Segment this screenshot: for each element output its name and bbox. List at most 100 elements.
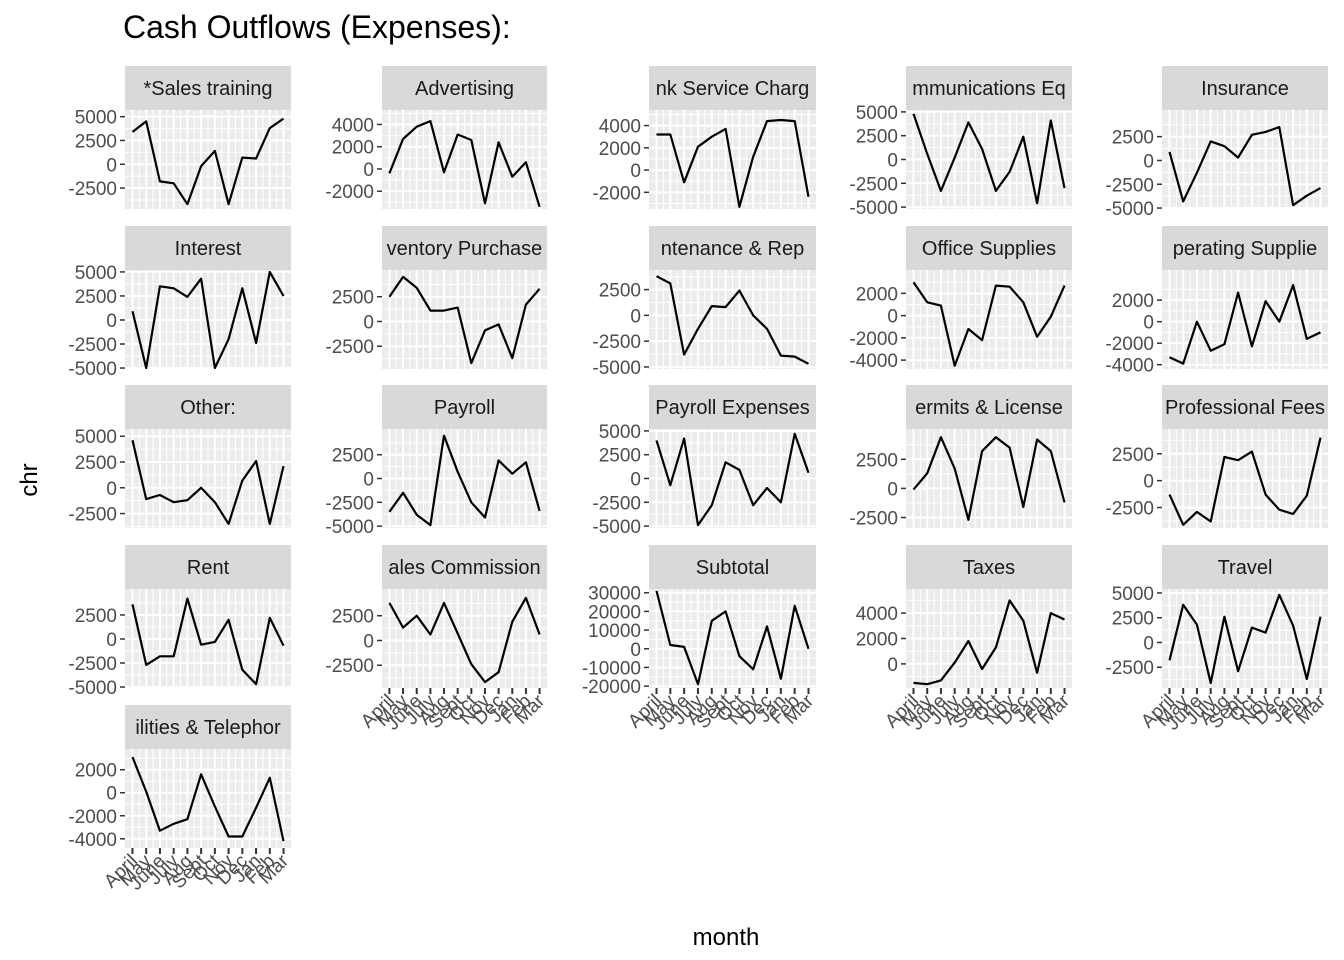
y-tick-label: 0 <box>887 479 898 500</box>
facet-strip-label: ermits & License <box>915 397 1063 419</box>
y-tick-label: 0 <box>1143 472 1154 493</box>
y-tick-label: 0 <box>1143 151 1154 172</box>
y-tick-label: -2500 <box>68 179 117 200</box>
series-line <box>388 275 541 365</box>
y-tick-label: 5000 <box>75 108 117 129</box>
y-tick-label: 20000 <box>588 602 641 623</box>
series-line <box>656 118 810 208</box>
y-tick-label: 4000 <box>856 604 898 625</box>
facet-strip <box>906 66 1072 110</box>
y-tick-label: 2500 <box>599 446 641 467</box>
y-tick-label: -2500 <box>68 654 117 675</box>
y-tick-label: -5000 <box>1105 199 1154 220</box>
facet-strip-label: mmunications Eq <box>912 78 1065 100</box>
series-line <box>655 590 810 686</box>
facet-strip <box>906 545 1072 589</box>
y-tick-label: 4000 <box>599 117 641 138</box>
facet-strip <box>906 226 1072 270</box>
facet-strip <box>649 385 816 429</box>
facet-strip <box>382 226 547 270</box>
series-line <box>912 436 1066 521</box>
facet-strip-label: nk Service Charg <box>656 78 809 100</box>
y-tick-label: -5000 <box>68 359 117 380</box>
y-tick-label: -2000 <box>68 807 117 828</box>
series-line <box>131 440 285 526</box>
facet-strip-label: Rent <box>187 557 230 579</box>
facet-strip <box>125 66 291 110</box>
series-line <box>912 113 1066 205</box>
y-tick-label: 0 <box>887 307 898 328</box>
facet-strip <box>1162 66 1328 110</box>
y-tick-label: 0 <box>630 640 641 661</box>
y-tick-label: -5000 <box>68 678 117 699</box>
y-tick-label: -2500 <box>849 509 898 530</box>
facet-strip-label: ventory Purchase <box>387 238 543 260</box>
facet-strip <box>649 545 816 589</box>
facet-strip <box>1162 226 1328 270</box>
y-tick-label: 2500 <box>75 453 117 474</box>
facet-strip <box>906 385 1072 429</box>
facet-strip <box>382 385 547 429</box>
y-tick-label: 5000 <box>75 427 117 448</box>
y-tick-label: 2500 <box>332 446 374 467</box>
y-tick-label: 2000 <box>75 761 117 782</box>
y-axis-label: chr <box>16 463 43 496</box>
facet-panel-19: Travel-2500025005000AprilMayJuneJulyAugS… <box>1105 545 1331 735</box>
series-line <box>1168 593 1322 685</box>
y-tick-label: -2500 <box>68 505 117 526</box>
facet-panel-16: ales Commission-250002500AprilMayJuneJul… <box>325 545 550 735</box>
y-tick-label: 2500 <box>332 607 374 628</box>
facet-strip <box>649 226 816 270</box>
y-tick-label: -2000 <box>592 183 641 204</box>
facet-strip-label: Taxes <box>963 557 1015 579</box>
y-tick-label: -4000 <box>68 830 117 851</box>
series-line <box>1168 125 1322 207</box>
y-tick-label: 0 <box>363 160 374 181</box>
series-line <box>655 432 810 527</box>
y-tick-label: 0 <box>106 784 117 805</box>
y-tick-label: 2500 <box>856 450 898 471</box>
y-tick-label: 2500 <box>856 127 898 148</box>
y-tick-label: -2500 <box>68 335 117 356</box>
y-tick-label: 5000 <box>75 263 117 284</box>
y-tick-label: 0 <box>363 631 374 652</box>
series-line <box>131 270 285 370</box>
series-line <box>912 281 1066 367</box>
facet-panel-10: Other: -2500 0 2500 5000 <box>68 385 291 528</box>
y-tick-label: -2500 <box>325 656 374 677</box>
y-tick-label: 0 <box>106 155 117 176</box>
facet-panel-17: Subtotal-20000-100000100002000030000Apri… <box>582 545 818 735</box>
facet-panel-14: Professional Fees -2500 0 2500 <box>1105 385 1328 528</box>
y-tick-label: 2500 <box>75 131 117 152</box>
y-tick-label: 2500 <box>599 281 641 302</box>
y-tick-label: 2500 <box>332 288 374 309</box>
y-tick-label: 0 <box>887 151 898 172</box>
y-tick-label: -2000 <box>1105 334 1154 355</box>
y-tick-label: -2500 <box>1105 175 1154 196</box>
series-line <box>388 119 541 208</box>
y-tick-label: -20000 <box>582 677 641 698</box>
facet-strip-label: ntenance & Rep <box>661 238 804 260</box>
facet-strip <box>382 66 547 110</box>
y-tick-label: -10000 <box>582 658 641 679</box>
series-line <box>131 756 285 842</box>
facet-strip-label: Payroll <box>434 397 495 419</box>
series-line <box>388 596 541 684</box>
y-tick-label: 2500 <box>1112 128 1154 149</box>
facet-strip <box>649 66 816 110</box>
y-tick-label: 5000 <box>599 422 641 443</box>
facet-strip <box>382 545 547 589</box>
y-tick-label: 0 <box>630 306 641 327</box>
y-tick-label: 2000 <box>332 138 374 159</box>
facet-strip-label: Subtotal <box>696 557 769 579</box>
y-tick-label: 0 <box>363 312 374 333</box>
y-tick-label: 5000 <box>856 103 898 124</box>
y-tick-label: 2500 <box>75 287 117 308</box>
y-tick-label: 0 <box>106 311 117 332</box>
y-tick-label: -2500 <box>1105 499 1154 520</box>
series-line <box>1168 437 1322 526</box>
